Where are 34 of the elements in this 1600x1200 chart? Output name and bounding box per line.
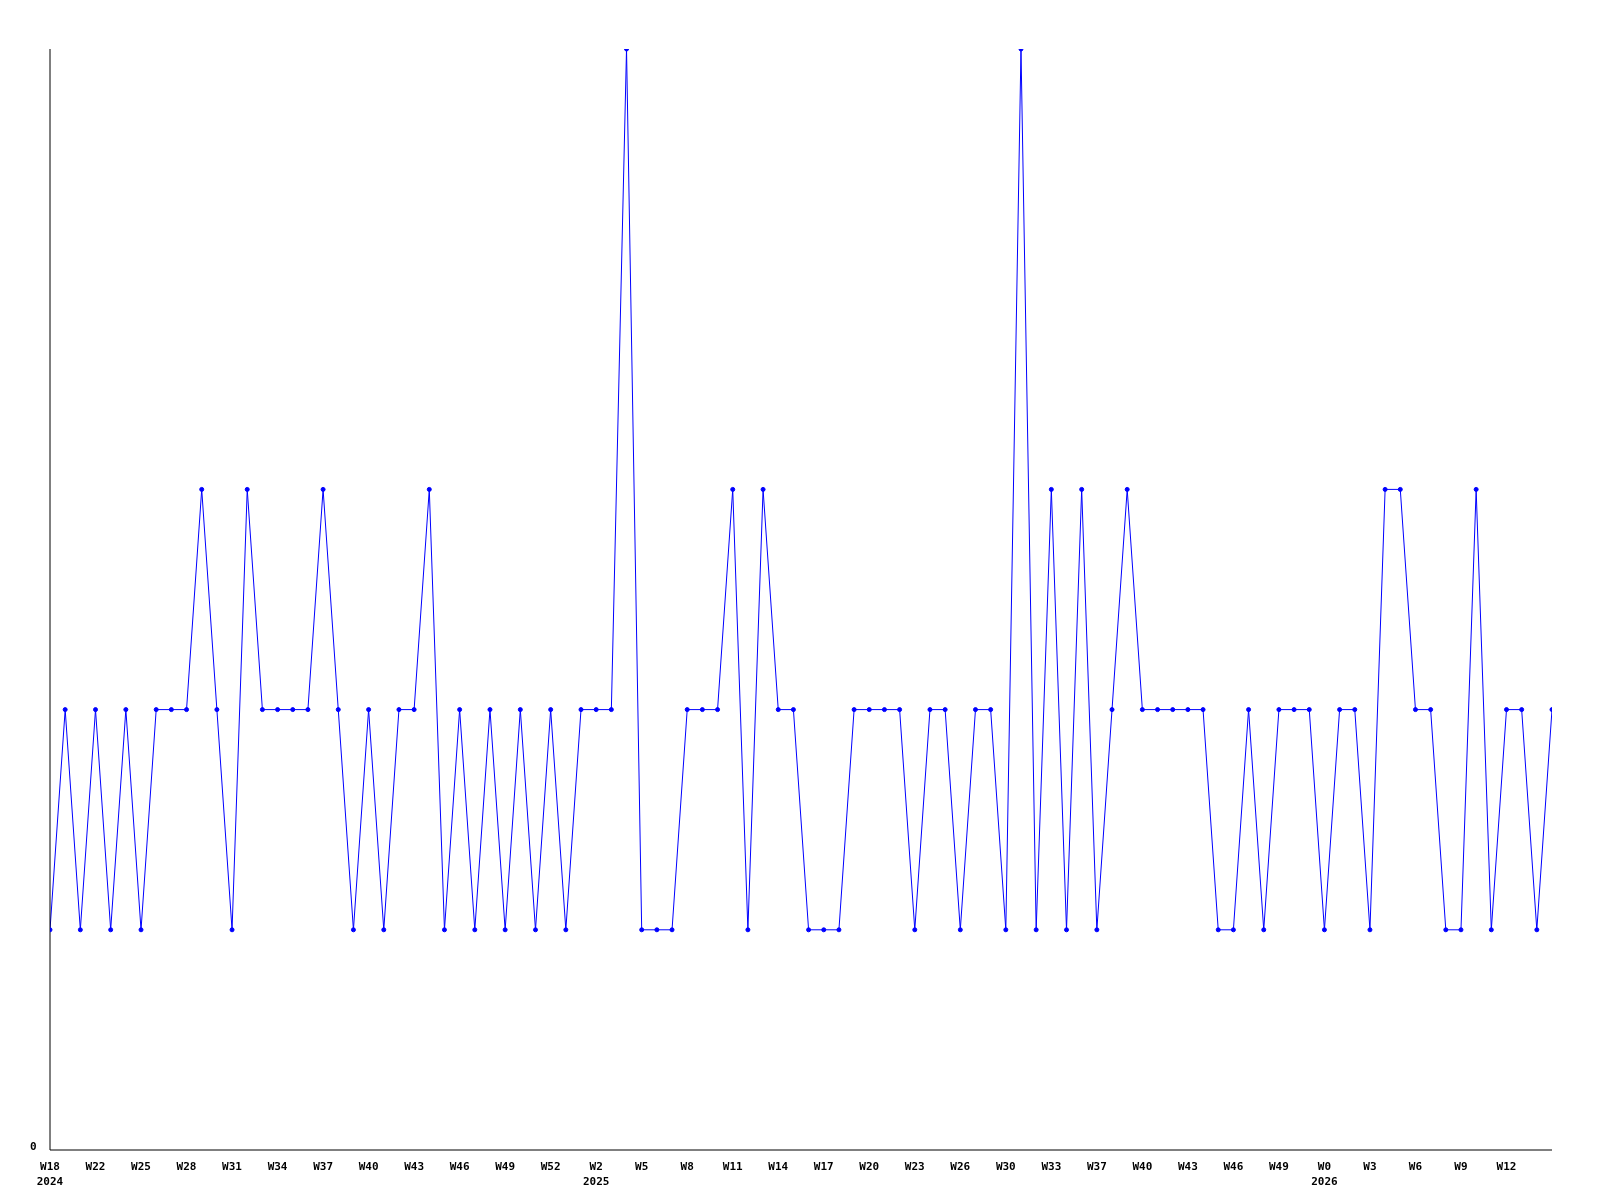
- x-tick-label: W49: [495, 1160, 516, 1173]
- x-tick-label: W40: [358, 1160, 379, 1173]
- x-tick-label: W11: [722, 1160, 744, 1173]
- x-tick-label: W12: [1496, 1160, 1517, 1173]
- x-tick-label: W34: [267, 1160, 288, 1173]
- x-tick-label: W2 2025: [582, 1160, 610, 1188]
- x-tick-label: W52: [540, 1160, 561, 1173]
- x-tick-label: W46: [1223, 1160, 1244, 1173]
- x-tick-label: W6: [1408, 1160, 1423, 1173]
- x-tick-label: W26: [950, 1160, 971, 1173]
- x-tick-label: W25: [131, 1160, 151, 1173]
- x-tick-label: W43: [1177, 1160, 1198, 1173]
- x-tick-label: W9: [1454, 1160, 1468, 1173]
- x-tick-label: W14: [768, 1160, 789, 1173]
- x-tick-label: W17: [813, 1160, 834, 1173]
- x-tick-label: W28: [176, 1160, 197, 1173]
- x-tick-label: W23: [904, 1160, 925, 1173]
- x-tick-label: W37: [1086, 1160, 1107, 1173]
- x-tick-label: W43: [404, 1160, 425, 1173]
- x-tick-label: W30: [995, 1160, 1016, 1173]
- x-tick-label: W3: [1363, 1160, 1377, 1173]
- x-tick-label: W18 2024: [36, 1160, 64, 1188]
- x-tick-label: W0 2026: [1311, 1160, 1339, 1188]
- x-tick-label: W49: [1268, 1160, 1289, 1173]
- x-tick-label: W8: [680, 1160, 694, 1173]
- x-tick-label: W31: [222, 1160, 243, 1173]
- x-tick-label: W46: [449, 1160, 470, 1173]
- x-tick-label: W40: [1132, 1160, 1153, 1173]
- text: 0: [30, 1140, 37, 1153]
- x-tick-label: W5: [635, 1160, 649, 1173]
- x-tick-label: W20: [859, 1160, 880, 1173]
- x-tick-label: W33: [1041, 1160, 1062, 1173]
- x-tick-label: W22: [85, 1160, 106, 1173]
- x-tick-label: W37: [313, 1160, 334, 1173]
